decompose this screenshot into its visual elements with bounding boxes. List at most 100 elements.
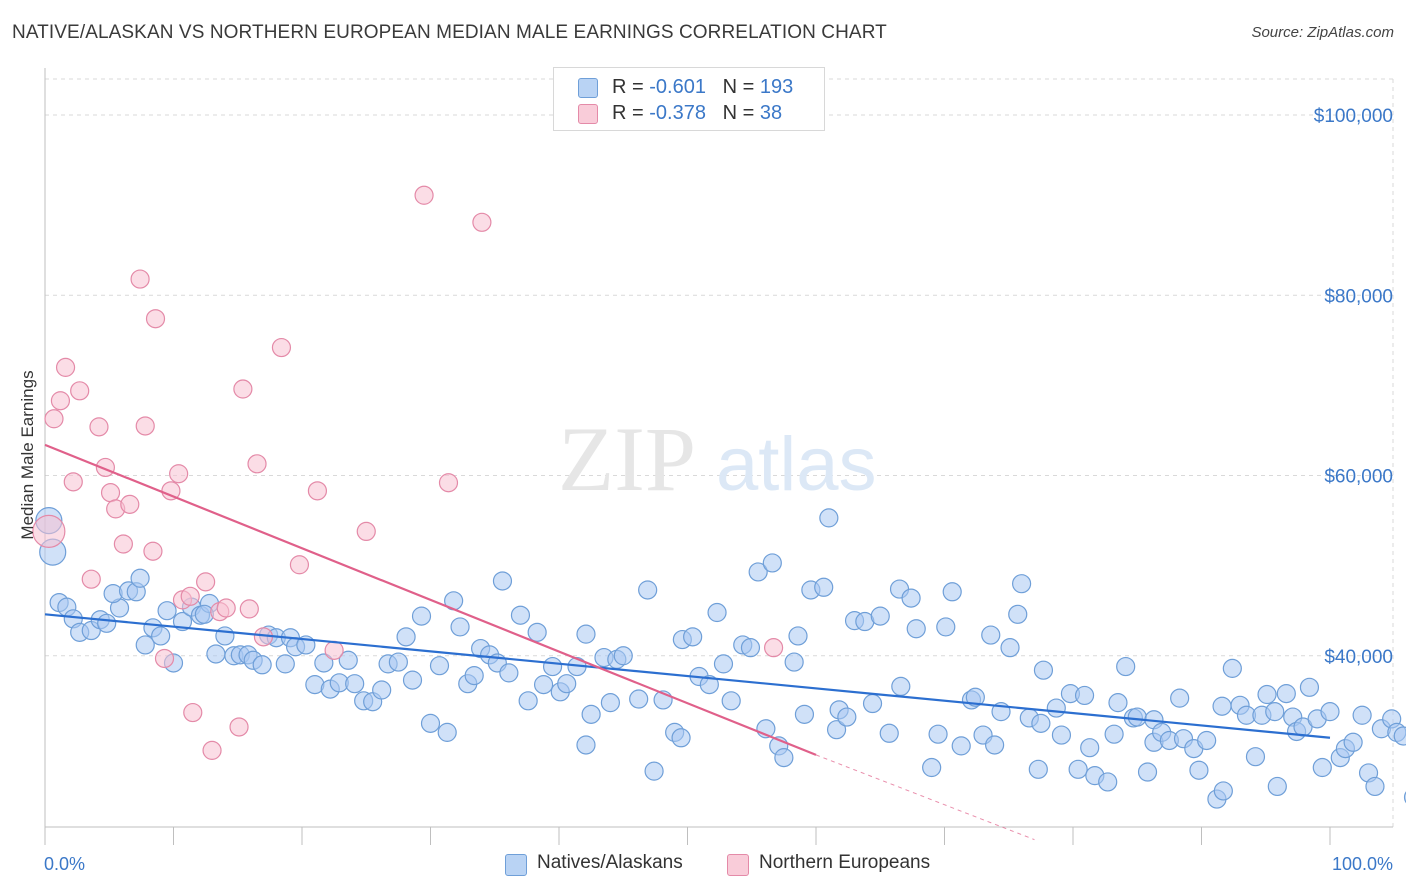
data-point-natives [429, 656, 450, 676]
data-point-natives [1028, 759, 1048, 779]
data-point-natives [794, 704, 815, 724]
axes [44, 68, 1393, 845]
data-point-natives [922, 757, 942, 778]
data-point-northern [438, 473, 459, 493]
data-point-natives [1080, 738, 1100, 758]
data-point-natives [576, 735, 596, 755]
data-point-natives [518, 691, 538, 711]
data-point-natives [345, 674, 365, 694]
data-point-natives [951, 736, 971, 756]
data-point-northern [44, 409, 64, 429]
data-point-northern [135, 416, 155, 436]
trend-line-northern-extension [815, 754, 1035, 841]
data-point-natives [338, 650, 358, 670]
data-point-natives [1257, 684, 1277, 705]
data-point-natives [1222, 658, 1242, 678]
data-point-natives [613, 646, 633, 666]
data-point-natives [1267, 776, 1287, 797]
data-point-natives [942, 582, 962, 602]
y-tick-label: $80,000 [1324, 286, 1393, 307]
y-tick-label: $40,000 [1324, 647, 1393, 668]
data-point-natives [721, 691, 741, 711]
data-point-natives [135, 635, 155, 655]
data-point-natives [600, 693, 621, 713]
data-point-natives [533, 675, 554, 695]
data-point-natives [1170, 688, 1190, 708]
data-point-natives [699, 675, 719, 695]
data-point-natives [762, 553, 782, 573]
data-point-northern [70, 381, 90, 401]
data-point-natives [1352, 705, 1372, 725]
data-point-natives [1098, 772, 1118, 792]
data-point-natives [707, 602, 727, 623]
data-point-natives [157, 601, 177, 621]
data-point-natives [671, 728, 691, 748]
data-point-natives [557, 674, 577, 694]
data-point-natives [879, 723, 899, 743]
data-point-natives [499, 663, 519, 683]
data-point-natives [130, 568, 150, 588]
data-point-natives [814, 577, 834, 597]
data-point-natives [1265, 702, 1285, 722]
data-point-natives [206, 644, 226, 664]
legend-swatch-pink [578, 104, 598, 124]
data-point-natives [1116, 656, 1136, 677]
trend-lines [44, 443, 1331, 841]
data-point-natives [1127, 707, 1147, 727]
x-tick-label-max: 100.0% [1332, 854, 1393, 874]
data-point-northern [100, 483, 121, 503]
data-point-natives [826, 720, 847, 740]
data-point-natives [1031, 713, 1051, 733]
data-point-northern [32, 514, 66, 549]
data-point-natives [542, 656, 563, 677]
data-point-northern [763, 638, 784, 658]
data-point-natives [464, 665, 484, 686]
trend-line-natives [44, 613, 1331, 739]
data-point-natives [985, 735, 1005, 755]
data-point-natives [683, 627, 703, 647]
data-point-northern [89, 417, 109, 437]
data-point-natives [1365, 776, 1385, 797]
data-point-northern [183, 702, 203, 723]
data-point-natives [450, 617, 470, 637]
data-point-northern [130, 269, 150, 289]
correlation-legend: R = -0.601 N = 193 R = -0.378 N = 38 [553, 67, 825, 131]
data-point-natives [644, 761, 664, 781]
data-point-natives [1276, 684, 1296, 704]
data-point-natives [372, 680, 392, 700]
data-point-natives [862, 693, 883, 714]
watermark-atlas: atlas [716, 422, 877, 507]
data-point-natives [1033, 660, 1054, 680]
series-natives-alaskans [35, 506, 1406, 809]
legend-n-value-northern: 38 [759, 102, 783, 124]
data-point-natives [1299, 677, 1320, 697]
x-tick-label-min: 0.0% [44, 854, 85, 874]
data-point-natives [788, 626, 808, 646]
data-point-natives [388, 652, 408, 672]
data-point-northern [324, 640, 344, 660]
data-point-natives [629, 689, 649, 709]
legend-r-value-natives: -0.601 [649, 76, 706, 98]
data-point-northern [216, 598, 236, 618]
data-point-northern [307, 481, 328, 501]
data-point-natives [819, 508, 839, 528]
data-point-natives [411, 606, 432, 626]
data-point-northern [55, 357, 76, 377]
data-point-natives [1189, 760, 1209, 780]
data-point-natives [1068, 759, 1088, 779]
legend-r-value-northern: -0.378 [649, 102, 706, 124]
data-point-northern [289, 555, 310, 575]
data-point-natives [784, 652, 804, 672]
data-point-natives [936, 617, 956, 637]
data-point-northern [180, 586, 200, 606]
data-point-natives [314, 653, 334, 673]
legend-swatch-blue [578, 78, 598, 98]
data-point-northern [356, 521, 376, 542]
data-point-natives [1343, 732, 1363, 752]
y-axis-title: Median Male Earnings [18, 370, 37, 539]
data-point-northern [233, 379, 253, 399]
data-point-natives [965, 687, 985, 707]
data-point-northern [202, 740, 222, 760]
data-point-natives [510, 605, 531, 625]
data-point-natives [981, 625, 1001, 645]
